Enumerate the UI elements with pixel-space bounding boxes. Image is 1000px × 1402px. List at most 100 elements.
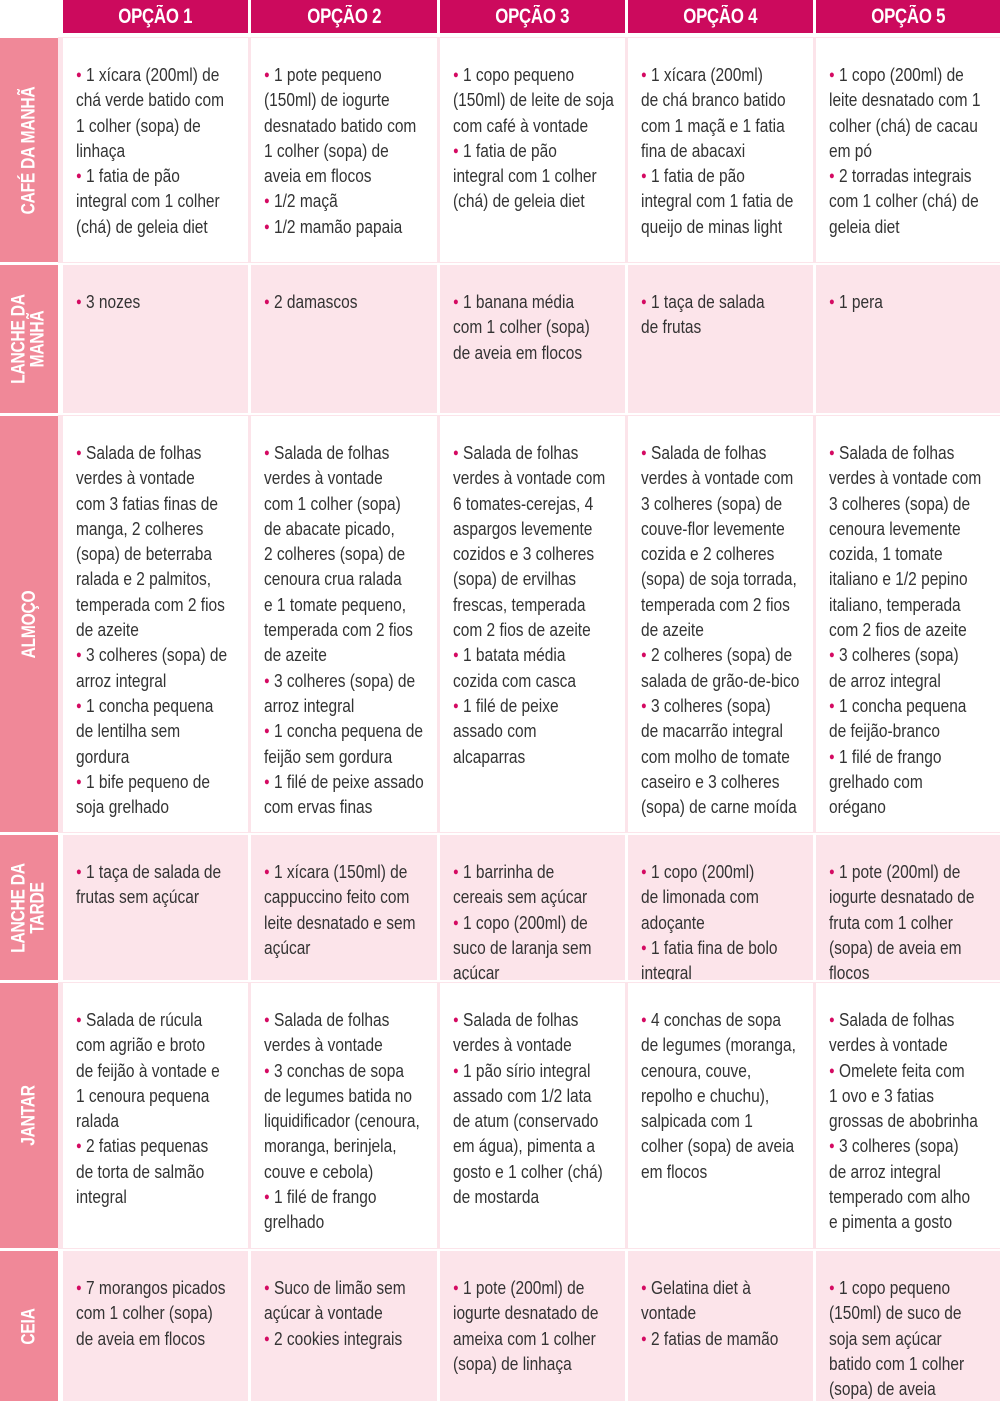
meal-cell: ● 1 pera [816,265,1000,413]
meal-cell: ● 1 pote (200ml) de iogurte desnatado de am… [440,1251,625,1401]
meal-item-line: ● Salada de folhas [264,1008,436,1033]
bullet-icon: ● [453,699,459,712]
meal-item-line: repolho e chuchu), [641,1084,813,1109]
meal-item-line: ● 1 xícara (200ml) de [76,63,248,88]
meal-item-text: liquidificador (cenoura, [264,1111,420,1132]
meal-cell: ● Salada de folhas verdes à vontade ● Omelet… [816,983,1000,1248]
meal-item-line: (sopa) de linhaça [453,1352,625,1377]
meal-item-line: de mostarda [453,1185,625,1210]
meal-item-line: ● 3 colheres (sopa) [829,1134,1000,1159]
meal-item-text: de arroz integral [829,670,941,691]
meal-item-text: de frutas [641,317,702,338]
meal-item-text: de azeite [264,645,327,666]
meal-item-line: caseiro e 3 colheres [641,770,813,795]
meal-item-line: ● 1 fatia fina de bolo [641,936,813,961]
meal-item-line: 3 colheres (sopa) de [829,492,1000,517]
meal-item-text: de torta de salmão [76,1161,205,1182]
meal-item-text: leite desnatado com 1 [829,90,981,111]
meal-cell: ● 1 pote (200ml) de iogurte desnatado de fr… [816,835,1000,980]
meal-item-text: Salada de folhas [463,1010,579,1030]
bullet-icon: ● [829,170,835,183]
meal-item-text: salpicada com 1 [641,1111,753,1132]
meal-item-line: arroz integral [76,669,248,694]
bullet-icon: ● [829,1282,835,1294]
meal-item-line: de atum (conservado [453,1109,625,1134]
meal-item-line: ● 1 barrinha de [453,860,625,885]
meal-item-text: vontade [641,1303,697,1324]
meal-items: ● Salada de folhas verdes à vontade com 6 t… [453,441,625,770]
meal-item-text: batido com 1 colher [829,1353,965,1374]
meal-item-line: ● 7 morangos picados [76,1276,248,1301]
meal-items: ● 4 conchas de sopa de legumes (moranga, ce… [641,1008,813,1185]
meal-item-line: integral com 1 colher [76,189,248,214]
meal-item-text: Salada de folhas [651,443,767,463]
meal-item-line: ● 1 taça de salada de [76,860,248,885]
meal-items: ● Salada de folhas verdes à vontade ● 3 conc… [264,1008,436,1236]
meal-item-line: ● 1 batata média [453,643,625,668]
meal-item-line: com 2 fios de azeite [453,618,625,643]
meal-item-text: 4 conchas de sopa [651,1010,781,1030]
bullet-icon: ● [264,447,270,459]
meal-item-text: 1 taça de salada de [86,862,222,882]
meal-item-text: ralada e 2 palmitos, [76,569,212,590]
meal-item-line: integral com 1 fatia de [641,189,813,214]
meal-item-text: em pó [829,140,873,161]
meal-item-line: (150ml) de suco de [829,1301,1000,1326]
meal-item-line: ● 2 fatias de mamão [641,1327,813,1352]
row-label-almoço: ALMOÇO [0,416,58,832]
meal-cell: ● Salada de folhas verdes à vontade com 3 f… [63,416,248,832]
meal-item-text: 2 torradas integrais [839,166,972,187]
meal-item-text: temperado com alho [829,1187,971,1208]
meal-item-line: 1 colher (sopa) de [264,139,436,164]
meal-item-text: chá verde batido com [76,90,225,111]
meal-item-line: grossas de abobrinha [829,1109,1000,1134]
meal-item-line: ● 1/2 mamão papaia [264,215,436,240]
meal-item-text: verdes à vontade com [453,468,606,489]
meal-item-text: 1 copo (200ml) [651,862,755,882]
meal-item-line: feijão sem gordura [264,745,436,770]
meal-cell: ● 7 morangos picados com 1 colher (sopa) de… [63,1251,248,1401]
meal-item-line: ● 1 bife pequeno de [76,770,248,795]
meal-item-line: com 3 fatias finas de [76,492,248,517]
meal-item-text: com 1 colher (sopa) [76,1303,213,1324]
meal-item-line: iogurte desnatado de [453,1301,625,1326]
meal-item-line: e 1 tomate pequeno, [264,593,436,618]
meal-item-line: ● 1 filé de frango [264,1185,436,1210]
meal-item-text: 3 colheres (sopa) de [829,493,971,514]
meal-item-text: 1 ovo e 3 fatias [829,1085,935,1106]
meal-item-text: linhaça [76,140,126,161]
meal-item-line: ● 1 fatia de pão [641,164,813,189]
meal-item-line: ● Salada de rúcula [76,1008,248,1033]
meal-item-text: leite desnatado e sem [264,912,416,933]
meal-item-text: de mostarda [453,1187,540,1208]
meal-cell: ● Salada de folhas verdes à vontade com 1 c… [251,416,437,832]
meal-item-line: com ervas finas [264,795,436,820]
meal-item-text: 6 tomates-cerejas, 4 [453,493,594,514]
meal-item-text: cenoura, couve, [641,1060,752,1081]
meal-items: ● Suco de limão sem açúcar à vontade ● 2 coo… [264,1276,436,1352]
bullet-icon: ● [264,1014,270,1026]
bullet-icon: ● [829,649,835,662]
meal-item-line: de torta de salmão [76,1160,248,1185]
meal-item-line: de feijão-branco [829,719,1000,744]
meal-item-text: 1 pote (200ml) de [463,1278,585,1298]
meal-item-line: orégano [829,795,1000,820]
meal-item-text: e pimenta a gosto [829,1212,953,1233]
meal-item-line: ● 3 colheres (sopa) de [264,669,436,694]
meal-item-text: verdes à vontade [829,1035,948,1056]
meal-item-line: desnatado batido com [264,114,436,139]
bullet-icon: ● [641,447,647,459]
meal-item-line: com 1 colher (sopa) [76,1301,248,1326]
meal-item-line: ● 1 filé de peixe [453,694,625,719]
meal-item-text: (sopa) de carne moída [641,797,797,818]
meal-item-line: ● 1 pote (200ml) de [453,1276,625,1301]
meal-item-text: 1 colher (sopa) de [76,115,201,136]
meal-item-line: ● 2 damascos [264,290,436,315]
meal-item-text: iogurte desnatado de [453,1303,599,1324]
bullet-icon: ● [453,447,459,459]
meal-item-text: (sopa) de aveia em [829,937,962,958]
meal-cell: ● 3 nozes [63,265,248,413]
meal-item-line: (sopa) de soja torrada, [641,567,813,592]
meal-item-text: colher (sopa) de aveia [641,1136,795,1157]
meal-item-text: temperada com 2 fios [641,594,790,615]
